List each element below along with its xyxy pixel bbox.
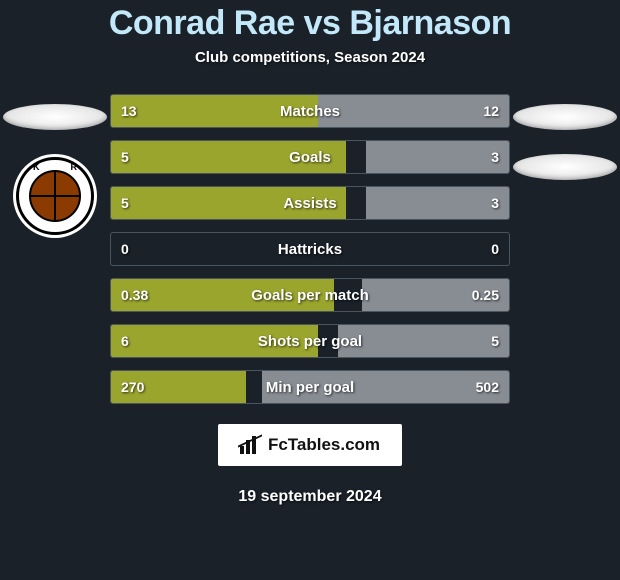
player-marker-right-1: [513, 104, 617, 130]
page-title: Conrad Rae vs Bjarnason: [109, 4, 511, 43]
branding-text: FcTables.com: [268, 435, 380, 455]
stat-value-left: 0: [121, 233, 129, 265]
bar-left: [111, 371, 246, 403]
left-side: KR: [0, 94, 110, 238]
stat-row: 270502Min per goal: [110, 370, 510, 404]
player-marker-left: [3, 104, 107, 130]
comparison-layout: KR 1312Matches 53Goals 53Assists 0 0Hattrick…: [0, 94, 620, 404]
bar-left: [111, 325, 318, 357]
stat-row: 1312Matches: [110, 94, 510, 128]
stat-row: 65Shots per goal: [110, 324, 510, 358]
stat-row: 53Assists: [110, 186, 510, 220]
bar-left: [111, 95, 318, 127]
bar-right: [318, 95, 509, 127]
comparison-card: Conrad Rae vs Bjarnason Club competition…: [0, 0, 620, 580]
stat-row: 0.380.25Goals per match: [110, 278, 510, 312]
bar-left: [111, 141, 346, 173]
date-label: 19 september 2024: [238, 488, 381, 506]
stat-row: 0 0Hattricks: [110, 232, 510, 266]
branding-badge: FcTables.com: [218, 424, 402, 466]
chart-icon: [240, 436, 262, 454]
bar-right: [366, 141, 509, 173]
bar-right: [338, 325, 509, 357]
right-side: [510, 94, 620, 204]
bar-left: [111, 187, 346, 219]
bar-left: [111, 279, 334, 311]
stat-value-right: 0: [491, 233, 499, 265]
stat-row: 53Goals: [110, 140, 510, 174]
stat-rows: 1312Matches 53Goals 53Assists 0 0Hattricks 0.…: [110, 94, 510, 404]
player-marker-right-2: [513, 154, 617, 180]
stat-label: Hattricks: [111, 233, 509, 265]
bar-right: [362, 279, 509, 311]
subtitle: Club competitions, Season 2024: [195, 49, 425, 66]
club-logo-left: KR: [13, 154, 97, 238]
bar-right: [262, 371, 509, 403]
bar-right: [366, 187, 509, 219]
